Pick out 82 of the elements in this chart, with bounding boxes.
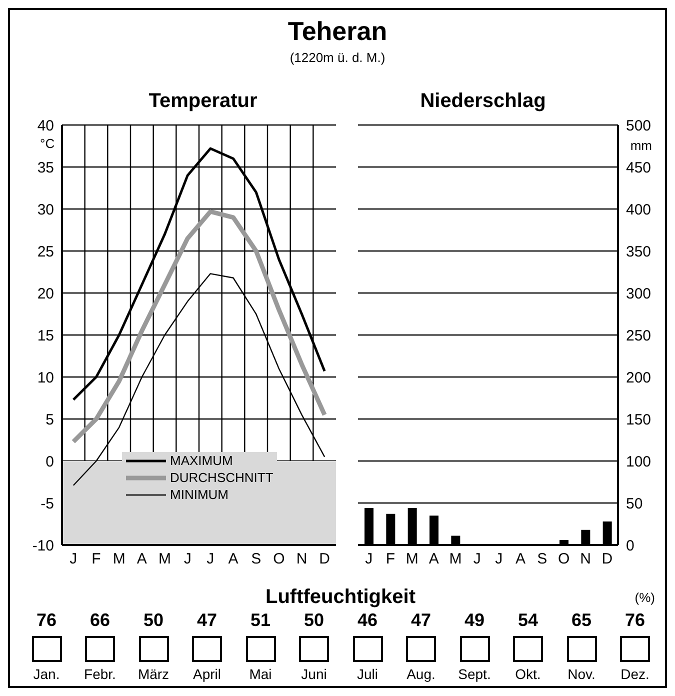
line-series <box>71 209 327 444</box>
data-label: 66 <box>88 609 112 632</box>
text: (1220m ü. d. M.) <box>288 50 386 65</box>
category-label: Juli <box>356 666 379 682</box>
category-label: April <box>192 666 222 682</box>
data-label: 47 <box>196 609 218 632</box>
legend-label: DURCHSCHNITT <box>170 469 274 486</box>
data-label: 46 <box>356 609 379 632</box>
y-tick-label: -10 <box>32 537 54 554</box>
x-tick-label: A <box>136 550 147 568</box>
x-tick-label: M <box>406 550 418 568</box>
category-label: Okt. <box>514 666 542 682</box>
text: Teheran <box>286 16 388 47</box>
x-tick-label: J <box>184 550 192 568</box>
y-tick-label: 5 <box>46 411 54 428</box>
y-axis-title: mm <box>630 138 652 153</box>
category-label: Dez. <box>620 666 650 682</box>
chart-title: Niederschlag <box>419 90 547 113</box>
x-tick-label: N <box>296 550 308 568</box>
x-tick-label: N <box>580 550 591 568</box>
y-tick-label: 35 <box>37 159 54 176</box>
data-label: 47 <box>410 609 432 632</box>
y-tick-label: 0 <box>626 537 634 554</box>
y-tick-label: 450 <box>626 159 652 176</box>
legend-label: MINIMUM <box>170 486 228 503</box>
data-label: 50 <box>142 609 165 632</box>
category-label: Aug. <box>406 666 436 682</box>
x-tick-label: S <box>251 550 262 568</box>
data-label: 65 <box>570 609 593 632</box>
y-tick-label: 15 <box>37 327 54 344</box>
y-tick-label: 40 <box>37 117 54 134</box>
y-tick-label: 0 <box>46 453 54 470</box>
data-label: 49 <box>463 609 486 632</box>
y-tick-label: -5 <box>40 495 54 512</box>
y-tick-label: 300 <box>626 285 652 302</box>
text: Luftfeuchtigkeit <box>266 586 416 608</box>
x-tick-label: F <box>386 550 396 568</box>
legend-label: MAXIMUM <box>170 452 233 469</box>
x-tick-label: F <box>92 550 101 568</box>
data-label: 76 <box>35 609 58 632</box>
y-axis-title: °C <box>40 136 55 151</box>
x-tick-label: A <box>515 550 526 568</box>
x-tick-label: A <box>428 550 439 568</box>
y-tick-label: 10 <box>37 369 54 386</box>
x-tick-label: J <box>70 550 78 568</box>
y-tick-label: 20 <box>37 285 54 302</box>
category-label: Juni <box>300 666 328 682</box>
y-tick-label: 100 <box>626 453 652 470</box>
category-label: Jan. <box>32 666 61 682</box>
x-tick-label: J <box>495 550 503 568</box>
x-tick-label: J <box>365 550 373 568</box>
x-tick-label: M <box>449 550 462 568</box>
x-tick-label: S <box>537 550 548 568</box>
x-tick-label: O <box>558 550 570 568</box>
x-tick-label: J <box>473 550 481 568</box>
category-label: Febr. <box>83 666 117 682</box>
category-label: Sept. <box>457 666 492 682</box>
y-tick-label: 50 <box>626 495 643 512</box>
y-tick-label: 350 <box>626 243 652 260</box>
x-tick-label: M <box>112 550 126 568</box>
y-tick-label: 200 <box>626 369 652 386</box>
data-label: 76 <box>624 609 646 632</box>
y-tick-label: 500 <box>626 117 652 134</box>
x-tick-label: J <box>206 550 214 568</box>
y-tick-label: 250 <box>626 327 652 344</box>
data-label: 51 <box>249 609 272 632</box>
data-label: 54 <box>516 609 540 632</box>
y-tick-label: 150 <box>626 411 652 428</box>
x-tick-label: O <box>273 550 285 568</box>
x-tick-label: M <box>158 550 171 568</box>
x-tick-label: D <box>602 550 613 568</box>
x-tick-label: A <box>228 550 238 568</box>
data-label: 50 <box>302 609 326 632</box>
category-label: Nov. <box>566 666 596 682</box>
category-label: März <box>136 666 170 682</box>
y-tick-label: 30 <box>37 201 54 218</box>
text: (%) <box>634 590 655 605</box>
chart-title: Temperatur <box>148 90 258 113</box>
y-tick-label: 25 <box>37 243 54 260</box>
y-tick-label: 400 <box>626 201 652 218</box>
x-tick-label: D <box>319 550 330 568</box>
category-label: Mai <box>248 666 273 682</box>
